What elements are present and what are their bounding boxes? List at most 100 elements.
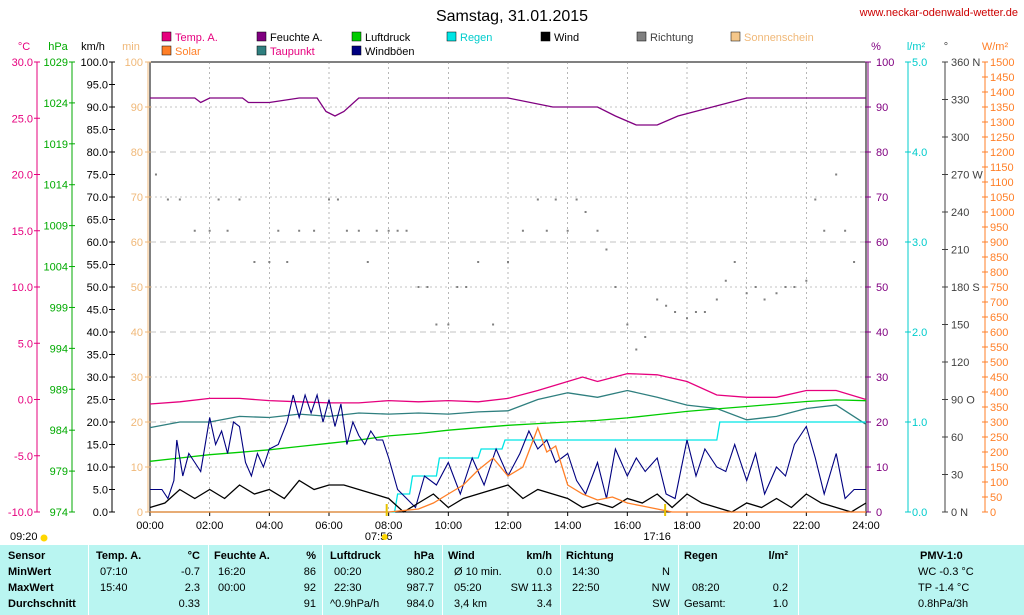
direction-point (784, 286, 787, 288)
axis-tick-label: 20.0 (87, 417, 108, 429)
direction-point (775, 292, 778, 295)
legend-label: Windböen (365, 46, 415, 58)
direction-point (286, 261, 289, 263)
x-tick-label: 16:00 (614, 520, 642, 532)
direction-point (328, 198, 330, 201)
axis-tick-label: 5.0 (93, 485, 108, 497)
axis-tick-label: 1450 (990, 72, 1014, 84)
pmv-tp: TP -1.4 °C (918, 582, 970, 594)
x-tick-label: 10:00 (435, 520, 463, 532)
axis-tick-label: 85.0 (87, 125, 108, 137)
axis-tick-label: 5.0 (912, 57, 927, 69)
stats-table: Sensor MinWert MaxWert Durchschnitt Temp… (0, 545, 1024, 615)
direction-point (656, 298, 659, 301)
series-line-feuchte-a- (150, 97, 866, 126)
axis-tick-label: 974 (50, 507, 68, 519)
series-line-taupunkt (149, 389, 867, 429)
direction-point (447, 323, 450, 326)
axis-unit: hPa (48, 41, 68, 53)
rain-header: Regen (684, 550, 718, 562)
axis-tick-label: 30.0 (12, 57, 33, 69)
axis-tick-label: 984 (50, 425, 68, 437)
direction-point (686, 317, 688, 320)
axis-tick-label: 70 (131, 192, 143, 204)
wind-min: 0.0 (536, 566, 552, 578)
direction-point (435, 323, 438, 326)
row-avg-label: Durchschnitt (8, 598, 76, 610)
axis-unit: ° (944, 41, 948, 53)
axis-tick-label: 1150 (990, 162, 1014, 174)
axis-tick-label: 60 (951, 432, 963, 444)
legend-swatch (256, 31, 267, 42)
legend-swatch (636, 31, 647, 42)
direction-point (644, 336, 647, 338)
axis-tick-label: 750 (990, 282, 1008, 294)
rain-total-label: Gesamt: (684, 598, 726, 610)
x-tick-label: 00:00 (136, 520, 164, 532)
axis-tick-label: 700 (990, 297, 1008, 309)
direction-point (674, 311, 677, 313)
press-max: 987.7 (406, 582, 434, 594)
direction-point (724, 279, 727, 282)
hum-header: Feuchte A. (214, 550, 270, 562)
axis-tick-label: 850 (990, 252, 1008, 264)
axis-tick-label: 1250 (990, 132, 1014, 144)
rain-max-time: 08:20 (692, 582, 720, 594)
direction-point (733, 261, 736, 263)
direction-point (477, 261, 480, 263)
pmv-trend: 0.8hPa/3h (918, 598, 969, 610)
axis-tick-label: 240 (951, 207, 969, 219)
gridlines (150, 62, 866, 512)
axis-tick-label: 100 (990, 477, 1008, 489)
direction-point (226, 229, 229, 232)
wind-max-time: 05:20 (454, 582, 482, 594)
axis-tick-label: 600 (990, 327, 1008, 339)
axis-unit: °C (18, 41, 30, 53)
axis-tick-label: 120 (951, 357, 969, 369)
axis-tick-label: 0 (990, 507, 996, 519)
axis-tick-label: 450 (990, 372, 1008, 384)
direction-point (396, 229, 399, 232)
axis-tick-label: 150 (951, 320, 969, 332)
legend-label: Regen (460, 32, 492, 44)
axis-tick-label: 40 (876, 327, 888, 339)
direction-point (865, 323, 867, 326)
series-line-temp-a- (149, 372, 867, 405)
axis-tick-label: 100 (125, 57, 143, 69)
pmv-wc: WC -0.3 °C (918, 566, 974, 578)
axis-tick-label: 1014 (44, 180, 68, 192)
hum-min: 86 (303, 566, 316, 578)
series-line-regen (150, 421, 866, 513)
wind-max: SW 11.3 (510, 582, 552, 594)
axis-tick-label: 20.0 (12, 170, 33, 182)
x-tick-label: 20:00 (733, 520, 761, 532)
press-min: 980.2 (406, 566, 434, 578)
direction-point (626, 323, 629, 326)
axis-tick-label: 50 (876, 282, 888, 294)
legend-label: Temp. A. (175, 32, 218, 44)
dir-header: Richtung (566, 550, 614, 562)
direction-point (614, 286, 617, 288)
axis-tick-label: 1004 (44, 262, 68, 274)
axis-tick-label: 95.0 (87, 80, 108, 92)
dir-max: NW (651, 582, 670, 594)
axis-tick-label: 1019 (44, 139, 68, 151)
axis-tick-label: 989 (50, 384, 68, 396)
direction-point (366, 261, 369, 263)
axis-tick-label: 1350 (990, 102, 1014, 114)
legend: Temp. A. Feuchte A. Luftdruck Regen Wind Rich… (161, 31, 814, 58)
pmv-title: PMV-1:0 (920, 550, 963, 562)
direction-point (375, 229, 378, 232)
rain-max: 0.2 (772, 582, 788, 594)
x-axis-ticks: 00:00 02:00 04:00 06:00 08:00 10:00 12:00 14:00… (136, 512, 880, 532)
axis-tick-label: 500 (990, 357, 1008, 369)
axis-tick-label: 270 W (951, 170, 983, 182)
axis-tick-label: 1200 (990, 147, 1014, 159)
press-unit: hPa (413, 550, 434, 562)
site-link[interactable]: www.neckar-odenwald-wetter.de (859, 7, 1018, 19)
axis-tick-label: 1100 (990, 177, 1014, 189)
axis-tick-label: 80 (876, 147, 888, 159)
temp-min-time: 07:10 (100, 566, 128, 578)
axis-tick-label: 1300 (990, 117, 1014, 129)
sun-icon (381, 534, 388, 540)
